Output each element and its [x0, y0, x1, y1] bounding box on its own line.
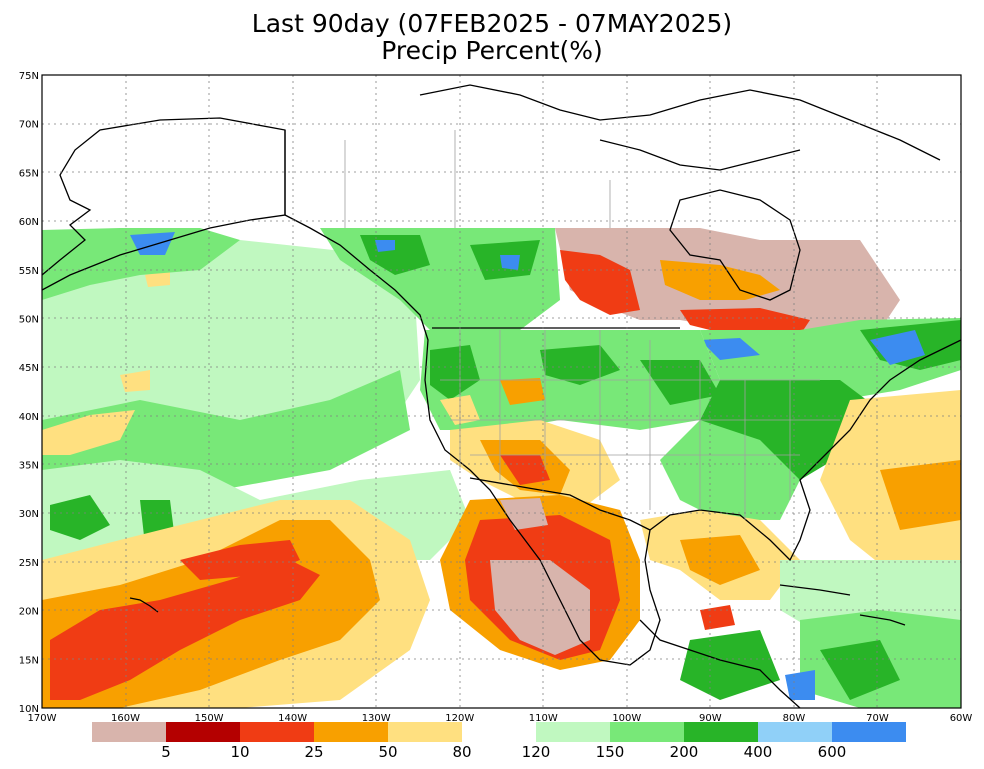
latitude-label: 20N — [19, 607, 39, 618]
legend-label: 200 — [669, 743, 699, 761]
latitude-label: 10N — [19, 704, 39, 715]
longitude-label: 110W — [529, 713, 558, 724]
latitude-label: 65N — [19, 168, 39, 179]
legend-swatch — [536, 722, 610, 742]
longitude-label: 60W — [950, 713, 973, 724]
legend-swatch — [684, 722, 758, 742]
longitude-label: 90W — [699, 713, 722, 724]
legend-swatch — [832, 722, 906, 742]
longitude-label: 70W — [866, 713, 889, 724]
legend-label: 150 — [595, 743, 625, 761]
longitude-labels: 170W 160W 150W 140W 130W 120W 110W 100W 90W 80W 70… — [28, 713, 973, 724]
latitude-labels: 75N 70N 65N 60N 55N 50N 45N 40N 35N 30N 25N 20N 15N 1… — [19, 71, 39, 715]
legend-swatch — [166, 722, 240, 742]
latitude-label: 60N — [19, 217, 39, 228]
legend-label: 10 — [230, 743, 250, 761]
longitude-label: 150W — [195, 713, 224, 724]
legend-swatch — [240, 722, 314, 742]
precip-field — [42, 75, 961, 708]
latitude-label: 55N — [19, 266, 39, 277]
legend-swatch — [92, 722, 166, 742]
longitude-label: 100W — [612, 713, 641, 724]
map-subtitle: Precip Percent(%) — [381, 36, 603, 65]
latitude-label: 25N — [19, 558, 39, 569]
latitude-label: 70N — [19, 120, 39, 131]
longitude-label: 120W — [445, 713, 474, 724]
latitude-label: 40N — [19, 412, 39, 423]
latitude-label: 45N — [19, 363, 39, 374]
legend-swatch — [610, 722, 684, 742]
latitude-label: 75N — [19, 71, 39, 82]
legend-colorbar — [92, 722, 906, 742]
legend-label: 80 — [452, 743, 472, 761]
longitude-label: 170W — [28, 713, 57, 724]
longitude-label: 80W — [783, 713, 806, 724]
coastlines — [42, 84, 961, 708]
legend-swatch — [388, 722, 462, 742]
legend-label: 5 — [161, 743, 171, 761]
longitude-label: 140W — [278, 713, 307, 724]
legend-swatch — [758, 722, 832, 742]
map-frame — [41, 74, 962, 709]
legend-swatch — [462, 722, 536, 742]
latitude-label: 35N — [19, 461, 39, 472]
legend-swatch — [314, 722, 388, 742]
longitude-label: 130W — [362, 713, 391, 724]
longitude-label: 160W — [111, 713, 140, 724]
legend-label: 400 — [743, 743, 773, 761]
legend-label: 120 — [521, 743, 551, 761]
latitude-label: 15N — [19, 655, 39, 666]
legend-label: 600 — [817, 743, 847, 761]
latitude-label: 30N — [19, 509, 39, 520]
legend-label: 25 — [304, 743, 324, 761]
legend-label: 50 — [378, 743, 398, 761]
latitude-label: 50N — [19, 314, 39, 325]
map-title: Last 90day (07FEB2025 - 07MAY2025) — [251, 9, 733, 38]
